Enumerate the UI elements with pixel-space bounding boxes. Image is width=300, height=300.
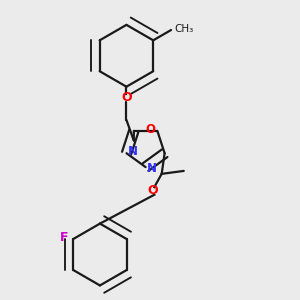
Text: CH₃: CH₃ xyxy=(175,23,194,34)
Text: O: O xyxy=(121,92,132,104)
Text: F: F xyxy=(60,231,69,244)
Text: N: N xyxy=(128,145,138,158)
Text: O: O xyxy=(148,184,158,197)
Text: N: N xyxy=(147,162,157,175)
Text: O: O xyxy=(146,123,156,136)
